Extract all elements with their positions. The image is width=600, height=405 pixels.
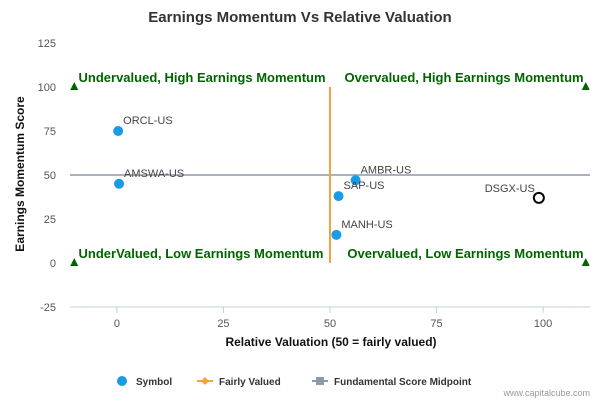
point-label: DSGX-US xyxy=(485,183,535,195)
reference-lines xyxy=(70,87,590,308)
quadrant-corner-marker xyxy=(581,82,590,90)
legend-fairly-valued-label: Fairly Valued xyxy=(219,377,281,388)
quadrant-corner-marker xyxy=(70,258,79,266)
legend-symbol-label: Symbol xyxy=(136,377,172,388)
x-tick-label: 25 xyxy=(217,318,229,330)
x-tick-label: 50 xyxy=(324,318,336,330)
quadrant-label-bottom-left: UnderValued, Low Earnings Momentum xyxy=(79,246,324,261)
x-axis-label: Relative Valuation (50 = fairly valued) xyxy=(225,335,436,349)
data-point xyxy=(113,126,124,136)
x-tick-label: 100 xyxy=(534,318,552,330)
quadrant-corner-marker xyxy=(70,82,79,90)
y-tick-label: 50 xyxy=(44,170,56,182)
data-point xyxy=(114,178,125,189)
y-tick-label: 75 xyxy=(44,126,56,138)
quadrant-labels: Undervalued, High Earnings Momentum Overv… xyxy=(70,70,590,266)
data-point xyxy=(333,191,344,202)
y-axis-ticks: -25 0 25 50 75 100 125 xyxy=(38,38,56,314)
x-axis-ticks: 0 25 50 75 100 xyxy=(114,307,552,330)
y-tick-label: 125 xyxy=(38,38,56,50)
x-tick-label: 75 xyxy=(430,318,442,330)
data-point xyxy=(331,229,342,240)
y-tick-label: 100 xyxy=(38,82,56,94)
point-label: AMSWA-US xyxy=(124,168,184,180)
chart-title: Earnings Momentum Vs Relative Valuation xyxy=(148,9,451,26)
point-label: AMBR-US xyxy=(361,164,412,176)
y-tick-label: -25 xyxy=(40,302,56,314)
data-point xyxy=(350,175,361,186)
x-tick-label: 0 xyxy=(114,318,120,330)
y-axis-label: Earnings Momentum Score xyxy=(13,96,27,252)
point-label: ORCL-US xyxy=(123,115,173,127)
quadrant-label-top-left: Undervalued, High Earnings Momentum xyxy=(79,70,326,85)
point-label: MANH-US xyxy=(341,219,392,231)
quadrant-label-bottom-right: Overvalued, Low Earnings Momentum xyxy=(347,246,583,261)
credit-text: www.capitalcube.com xyxy=(502,388,590,398)
point-label: SAP-US xyxy=(344,180,385,192)
legend-symbol-marker xyxy=(117,376,127,386)
legend-midpoint-marker xyxy=(316,377,324,385)
quadrant-corner-marker xyxy=(581,258,590,266)
y-tick-label: 0 xyxy=(50,258,56,270)
legend-fairly-valued-marker xyxy=(201,377,209,385)
data-points: ORCL-US AMSWA-US AMBR-US SAP-US MANH-US DSGX-… xyxy=(113,115,545,240)
y-tick-label: 25 xyxy=(44,214,56,226)
legend: Symbol Fairly Valued Fundamental Score Mid… xyxy=(117,376,472,388)
legend-midpoint-label: Fundamental Score Midpoint xyxy=(334,377,472,388)
data-point-highlighted xyxy=(532,191,545,204)
quadrant-label-top-right: Overvalued, High Earnings Momentum xyxy=(344,70,583,85)
